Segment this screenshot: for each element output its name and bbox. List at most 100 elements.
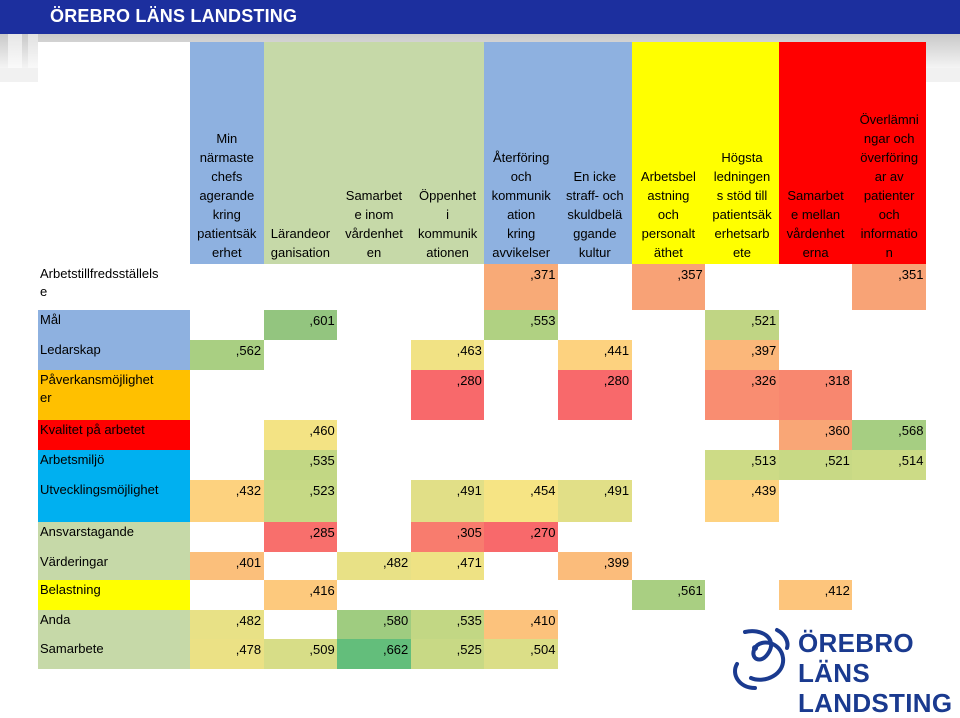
- table-cell: [558, 522, 633, 552]
- table-cell: ,280: [410, 370, 485, 420]
- table-cell: ,491: [558, 480, 633, 522]
- table-cell: [410, 264, 485, 310]
- table-cell: ,360: [778, 420, 853, 450]
- row-label: Påverkansmöjlighet er: [38, 370, 190, 420]
- table-cell: [558, 264, 633, 310]
- table-cell: ,305: [410, 522, 485, 552]
- table-cell: ,514: [852, 450, 927, 480]
- table-cell: ,410: [484, 610, 559, 639]
- column-header: Lärandeor ganisation: [263, 42, 338, 264]
- table-cell: [852, 370, 927, 420]
- table-cell: [631, 310, 706, 340]
- table-cell: ,270: [484, 522, 559, 552]
- table-cell: ,491: [410, 480, 485, 522]
- table-cell: [337, 450, 412, 480]
- row-label: Kvalitet på arbetet: [38, 420, 190, 450]
- org-title: ÖREBRO LÄNS LANDSTING: [50, 6, 298, 26]
- table-cell: ,504: [484, 639, 559, 669]
- table-cell: [410, 450, 485, 480]
- table-cell: [337, 310, 412, 340]
- table-cell: [852, 340, 927, 370]
- title-bar: ÖREBRO LÄNS LANDSTING: [0, 0, 960, 34]
- table-cell: [852, 522, 927, 552]
- table-cell: [410, 310, 485, 340]
- table-cell: [263, 552, 338, 580]
- table-cell: [558, 580, 633, 610]
- row-label: Utvecklingsmöjlighet: [38, 480, 190, 522]
- table-cell: [852, 480, 927, 522]
- table-cell: ,568: [852, 420, 927, 450]
- table-cell: [631, 480, 706, 522]
- table-cell: ,463: [410, 340, 485, 370]
- column-header: Återföring och kommunik ation kring avvi…: [484, 42, 558, 264]
- row-label: Samarbete: [38, 639, 190, 669]
- table-cell: ,326: [705, 370, 780, 420]
- table-cell: [190, 522, 265, 552]
- table-cell: [190, 580, 265, 610]
- table-cell: [263, 370, 338, 420]
- logo-wordmark: ÖREBRO LÄNS LANDSTING: [798, 628, 960, 718]
- table-cell: [631, 522, 706, 552]
- table-cell: [337, 420, 412, 450]
- landsting-logo-icon: [733, 628, 790, 690]
- table-cell: ,471: [410, 552, 485, 580]
- table-cell: ,662: [337, 639, 412, 669]
- table-cell: [558, 639, 633, 669]
- table-cell: ,482: [190, 610, 265, 639]
- table-cell: ,412: [778, 580, 853, 610]
- table-cell: [705, 580, 780, 610]
- table-cell: [558, 310, 633, 340]
- table-cell: [484, 580, 559, 610]
- table-cell: ,439: [705, 480, 780, 522]
- table-cell: ,561: [631, 580, 706, 610]
- table-cell: [705, 420, 780, 450]
- table-cell: ,562: [190, 340, 265, 370]
- table-cell: ,521: [778, 450, 853, 480]
- table-cell: [778, 522, 853, 552]
- table-cell: ,441: [558, 340, 633, 370]
- table-cell: [337, 264, 412, 310]
- logo-line1: ÖREBRO LÄNS: [798, 628, 914, 688]
- table-cell: ,357: [631, 264, 706, 310]
- table-cell: [558, 420, 633, 450]
- table-cell: ,521: [705, 310, 780, 340]
- decorative-stripe: [8, 34, 22, 74]
- table-cell: ,580: [337, 610, 412, 639]
- table-cell: [484, 420, 559, 450]
- table-cell: [705, 522, 780, 552]
- table-cell: ,523: [263, 480, 338, 522]
- column-header: Samarbet e mellan vårdenhet erna: [778, 42, 853, 264]
- column-header: Samarbet e inom vårdenhet en: [337, 42, 411, 264]
- table-cell: [852, 610, 927, 639]
- table-cell: ,351: [852, 264, 927, 310]
- table-cell: [190, 450, 265, 480]
- table-cell: ,482: [337, 552, 412, 580]
- row-label: Belastning: [38, 580, 190, 610]
- table-cell: [263, 610, 338, 639]
- table-cell: [631, 552, 706, 580]
- table-cell: [484, 552, 559, 580]
- table-cell: [337, 370, 412, 420]
- table-cell: ,318: [778, 370, 853, 420]
- logo-line2: LANDSTING: [798, 688, 953, 718]
- row-label: Anda: [38, 610, 190, 639]
- table-cell: [484, 370, 559, 420]
- table-cell: [631, 340, 706, 370]
- table-cell: [778, 264, 853, 310]
- table-cell: [410, 420, 485, 450]
- table-cell: ,454: [484, 480, 559, 522]
- table-corner: [38, 42, 190, 264]
- table-cell: [852, 310, 927, 340]
- table-cell: ,401: [190, 552, 265, 580]
- table-cell: [852, 580, 927, 610]
- table-cell: [778, 310, 853, 340]
- table-cell: [484, 340, 559, 370]
- table-cell: [190, 370, 265, 420]
- table-cell: [778, 552, 853, 580]
- table-cell: ,535: [410, 610, 485, 639]
- table-cell: [337, 480, 412, 522]
- row-label: Arbetstillfredsställels e: [38, 264, 190, 310]
- column-header: En icke straff- och skuldbelä ggande kul…: [558, 42, 632, 264]
- column-header: Överlämni ngar och överföring ar av pati…: [852, 42, 926, 264]
- table-cell: [631, 450, 706, 480]
